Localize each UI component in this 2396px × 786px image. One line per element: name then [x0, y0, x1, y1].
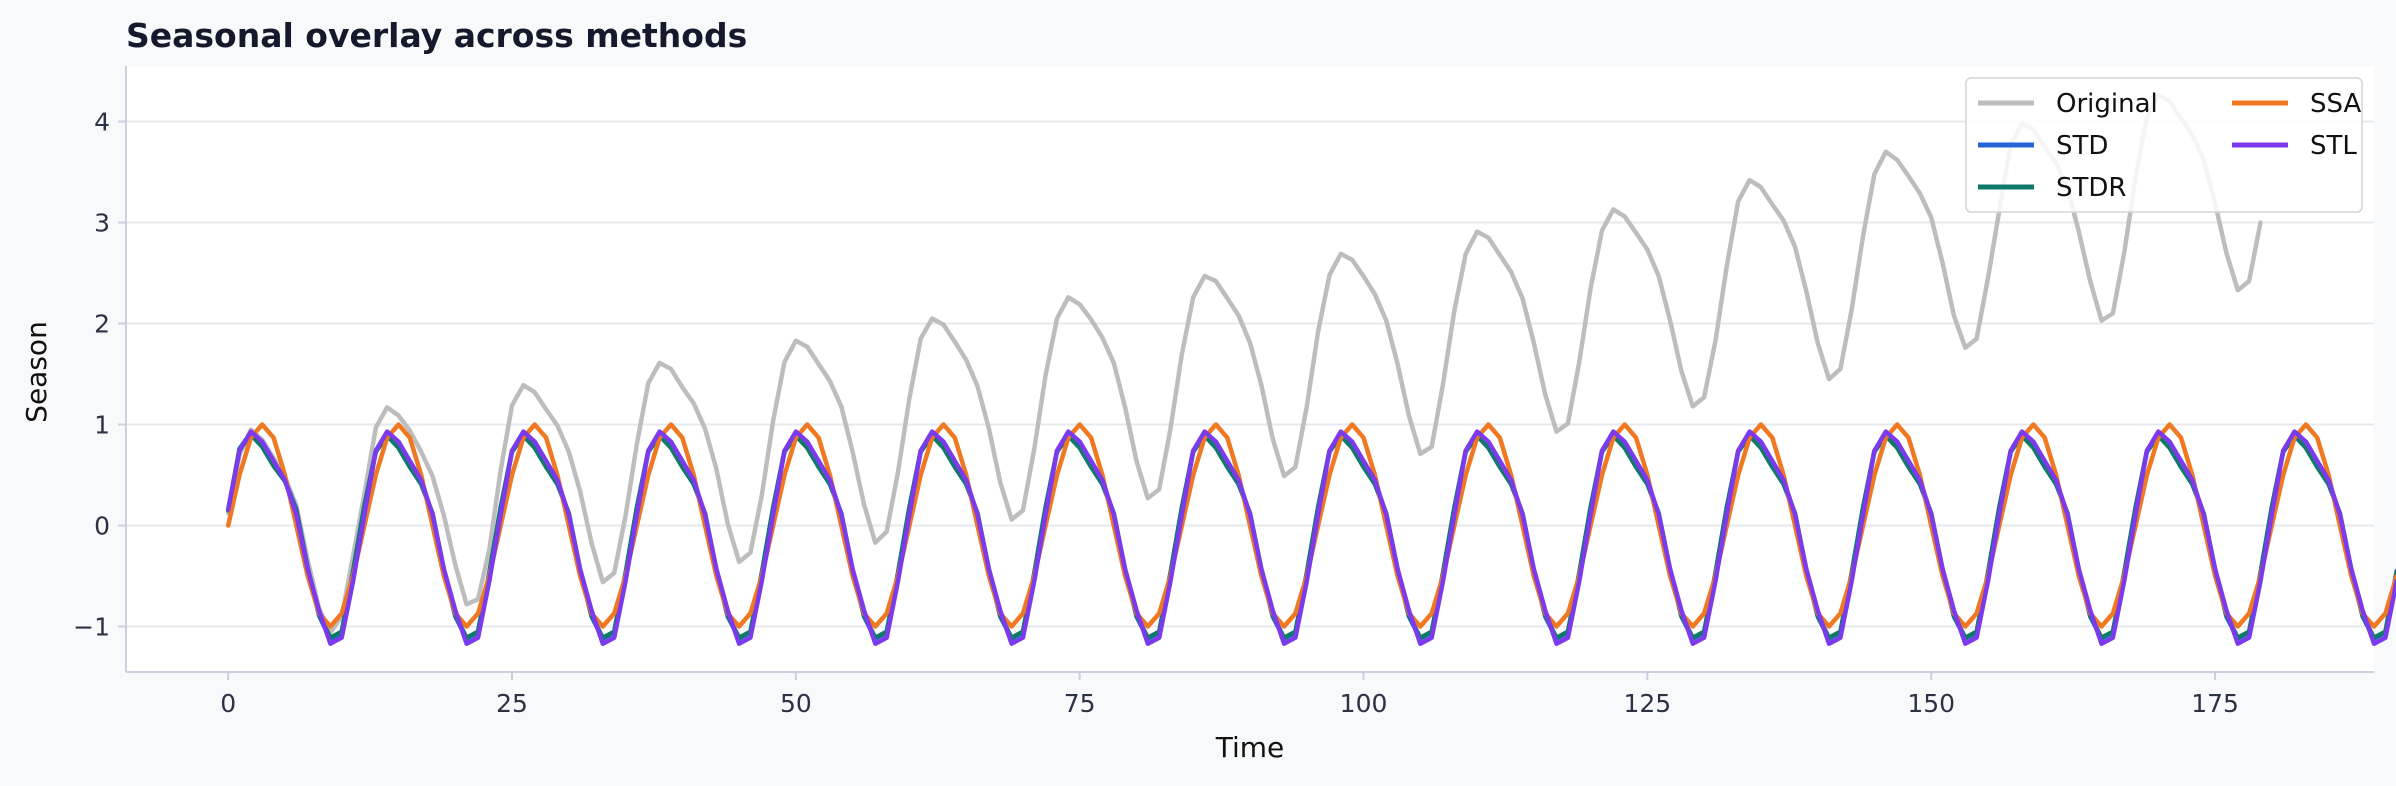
series-line-original — [225, 93, 2263, 635]
x-tick-label: 25 — [496, 689, 528, 718]
x-tick-label: 175 — [2191, 689, 2239, 718]
x-tick-label: 0 — [220, 689, 236, 718]
legend-label-stdr: STDR — [2056, 173, 2126, 203]
x-tick-label: 75 — [1064, 689, 1096, 718]
legend-label-original: Original — [2056, 89, 2158, 119]
x-tick-label: 150 — [1907, 689, 1955, 718]
chart-title: Seasonal overlay across methods — [126, 16, 747, 55]
y-axis-label: Season — [20, 321, 53, 423]
y-tick-label: 3 — [94, 209, 110, 238]
x-tick-label: 50 — [780, 689, 812, 718]
y-tick-label: 4 — [94, 108, 110, 137]
x-axis-ticks: 0 25 50 75 100 125 150 175 — [220, 672, 2239, 718]
legend-label-ssa: SSA — [2310, 89, 2361, 119]
y-tick-label: −1 — [73, 613, 110, 642]
legend-box — [1965, 77, 2363, 213]
x-tick-label: 100 — [1340, 689, 1388, 718]
y-tick-label: 0 — [94, 512, 110, 541]
x-tick-label: 125 — [1624, 689, 1672, 718]
legend: Original STD STDR SSA STL — [1965, 77, 2363, 213]
series-line-stl — [225, 429, 2396, 646]
y-tick-label: 1 — [94, 411, 110, 440]
legend-label-std: STD — [2056, 131, 2108, 161]
x-axis-label: Time — [1215, 731, 1285, 764]
legend-label-stl: STL — [2310, 131, 2357, 161]
y-axis-ticks: −1 0 1 2 3 4 — [73, 108, 126, 642]
series-lines — [225, 93, 2396, 646]
y-tick-label: 2 — [94, 310, 110, 339]
